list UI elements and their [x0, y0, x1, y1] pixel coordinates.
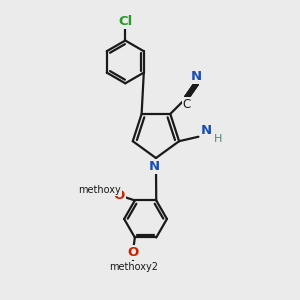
Text: methoxy: methoxy: [78, 185, 121, 195]
Text: O: O: [114, 189, 125, 202]
Text: N: N: [201, 124, 212, 137]
Text: H: H: [214, 134, 222, 144]
Text: N: N: [191, 70, 202, 83]
Text: N: N: [149, 160, 160, 173]
Text: methoxy2: methoxy2: [109, 262, 158, 272]
Text: C: C: [182, 98, 191, 111]
Text: Cl: Cl: [118, 15, 132, 28]
Text: O: O: [128, 246, 139, 259]
